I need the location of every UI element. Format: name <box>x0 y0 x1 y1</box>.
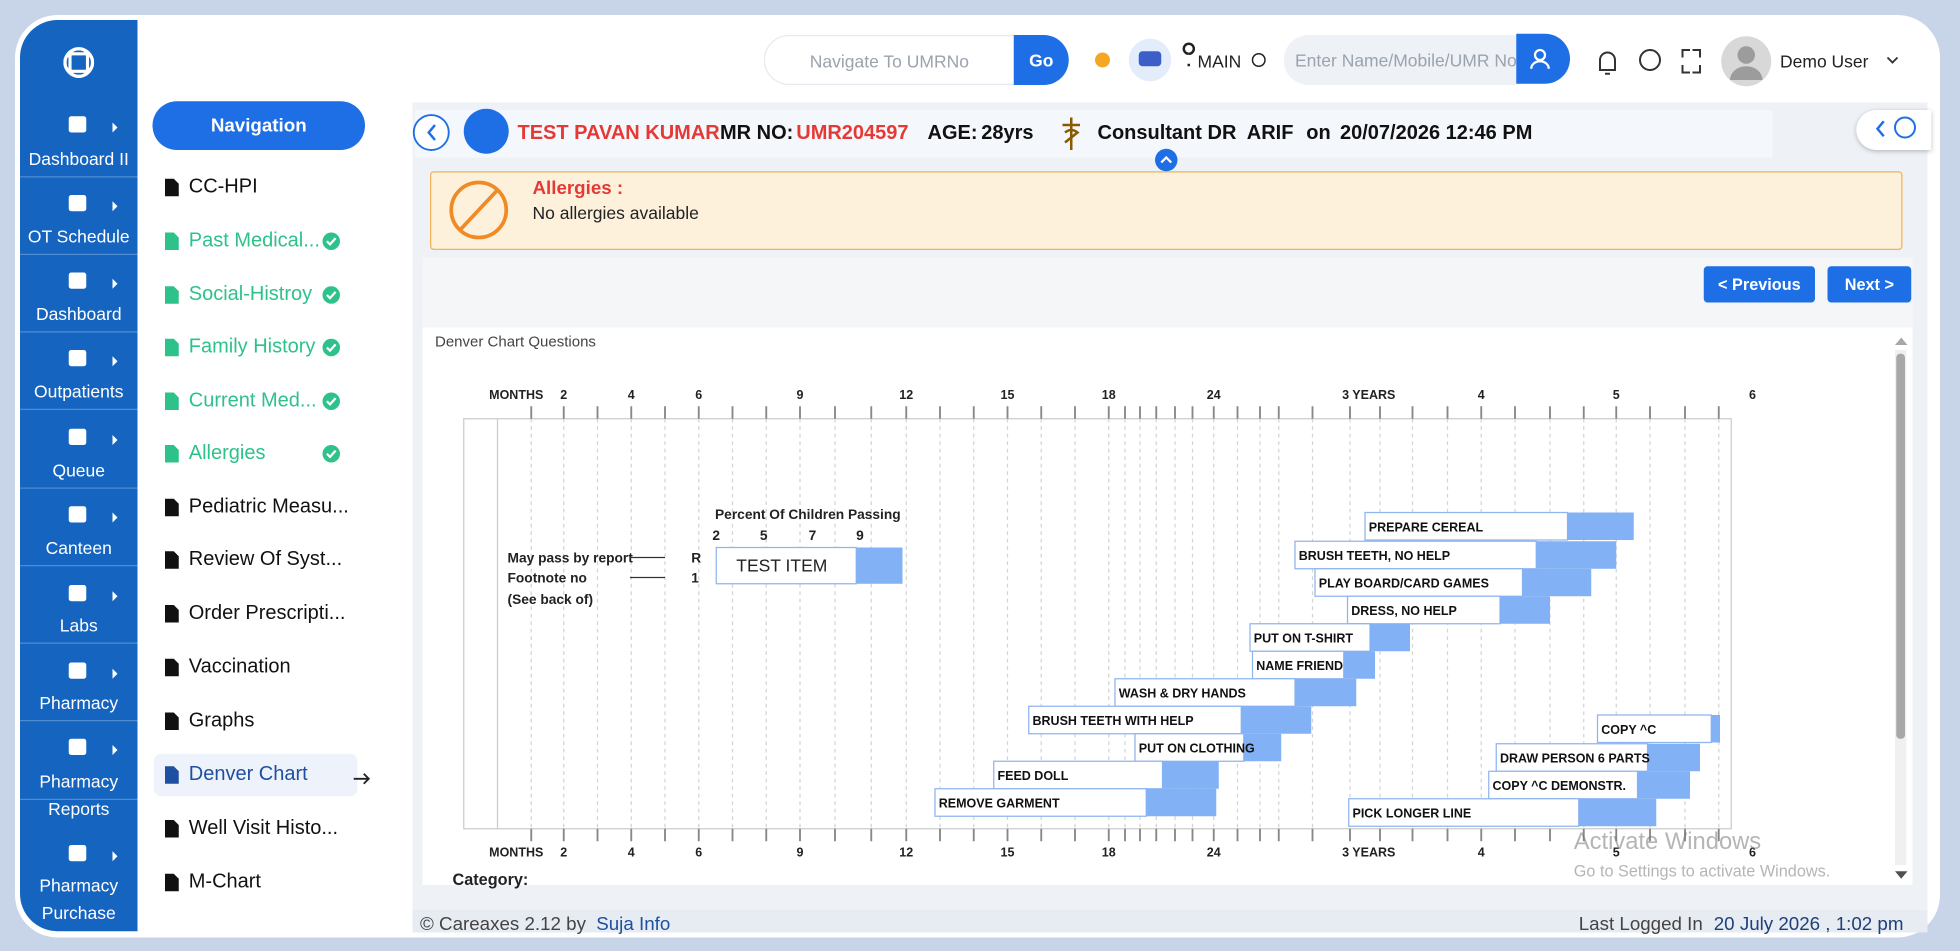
patient-name: TEST PAVAN KUMAR <box>517 122 720 144</box>
patient-search-button[interactable] <box>1516 33 1570 84</box>
age-label: AGE: <box>927 122 978 144</box>
sidebar-divider <box>20 798 138 800</box>
nav-item[interactable]: Pediatric Measu... <box>188 496 349 518</box>
patient-header <box>415 110 1773 158</box>
next-button[interactable]: Next > <box>1827 266 1912 303</box>
sidebar-divider <box>20 253 138 255</box>
sidebar-divider <box>20 642 138 644</box>
nav-item[interactable]: Past Medical... <box>188 230 320 252</box>
footer-company[interactable]: Suja Info <box>596 913 671 935</box>
allergy-text: No allergies available <box>532 202 699 223</box>
nav-item[interactable]: Review Of Syst... <box>188 548 343 570</box>
allergy-box <box>430 171 1903 250</box>
nav-item[interactable]: Denver Chart <box>188 763 308 785</box>
category-label: Category: <box>452 870 529 889</box>
footer-login-label: Last Logged In <box>1578 913 1703 935</box>
previous-button[interactable]: < Previous <box>1703 266 1815 303</box>
sidebar-divider <box>20 720 138 722</box>
nav-item[interactable]: Allergies <box>188 442 266 464</box>
sidebar-item[interactable]: Labs <box>59 615 98 635</box>
nav-active <box>153 753 358 797</box>
sidebar-divider <box>20 565 138 567</box>
nav-item[interactable]: Graphs <box>188 710 255 732</box>
visit-datetime: 20/07/2026 12:46 PM <box>1340 122 1533 144</box>
watermark-title: Activate Windows <box>1573 828 1762 855</box>
footer-copyright: © Careaxes 2.12 by <box>420 913 586 935</box>
user-name[interactable]: Demo User <box>1780 51 1869 72</box>
allergy-title: Allergies : <box>532 177 624 199</box>
sidebar-item[interactable]: Canteen <box>45 537 112 558</box>
consultant-label: Consultant <box>1097 122 1202 144</box>
nav-item[interactable]: Current Med... <box>188 390 317 412</box>
nav-item[interactable]: Social-Histroy <box>188 283 313 305</box>
chart-panel <box>422 327 1913 885</box>
footer-bar <box>412 910 1928 933</box>
history-button[interactable] <box>1856 110 1932 150</box>
sidebar-item[interactable]: Dashboard <box>35 303 122 324</box>
on-label: on <box>1306 122 1331 144</box>
sidebar-item[interactable]: Dashboard II <box>28 148 129 169</box>
umr-search[interactable]: Navigate To UMRNo <box>763 35 1014 85</box>
nav-item[interactable]: Vaccination <box>188 656 291 678</box>
nav-item[interactable]: Order Prescripti... <box>188 602 346 624</box>
sidebar-divider <box>20 176 138 178</box>
sidebar-item[interactable]: Pharmacy Reports <box>39 771 119 819</box>
navigation-button[interactable]: Navigation <box>152 101 365 150</box>
nav-item[interactable]: CC-HPI <box>188 176 258 198</box>
mr-number: UMR204597 <box>796 122 909 144</box>
sidebar-item[interactable]: Queue <box>52 460 106 480</box>
watermark-text: Go to Settings to activate Windows. <box>1573 861 1831 880</box>
sidebar-item[interactable]: Pharmacy <box>39 692 119 713</box>
nav-item[interactable]: Family History <box>188 336 316 358</box>
mr-label: MR NO: <box>720 122 794 144</box>
sidebar-item[interactable]: Pharmacy Purchase <box>39 875 119 923</box>
sidebar-divider <box>20 487 138 489</box>
age: 28yrs <box>981 122 1034 144</box>
consultant: DR ARIF <box>1207 122 1294 144</box>
patient-search[interactable]: Enter Name/Mobile/UMR No <box>1283 35 1517 85</box>
nav-item[interactable]: M-Chart <box>188 871 261 893</box>
location[interactable]: MAIN <box>1197 51 1242 72</box>
go-button[interactable]: Go <box>1013 35 1069 85</box>
patient-initials: TK <box>474 120 499 142</box>
sidebar <box>20 20 138 932</box>
nav-item[interactable]: Well Visit Histo... <box>188 817 339 839</box>
sidebar-divider <box>20 331 138 333</box>
footer-login: 20 July 2026 , 1:02 pm <box>1713 913 1904 935</box>
sidebar-divider <box>20 408 138 410</box>
sidebar-item[interactable]: OT Schedule <box>27 226 130 247</box>
sidebar-item[interactable]: Outpatients <box>33 381 124 402</box>
